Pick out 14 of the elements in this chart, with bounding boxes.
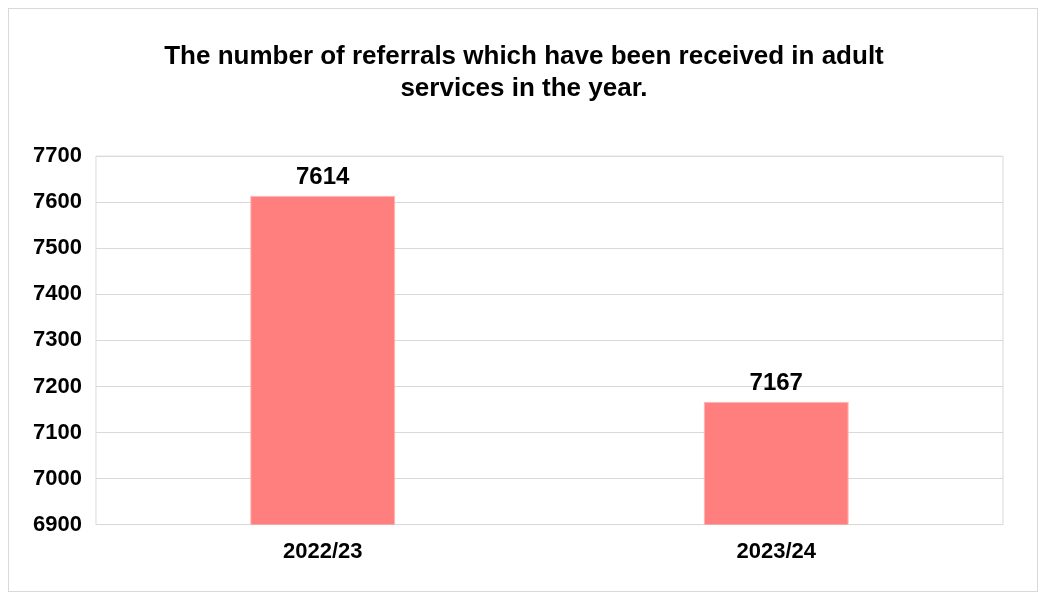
data-label: 7614 <box>296 162 351 190</box>
x-tick-label: 2023/24 <box>736 537 817 563</box>
y-tick-label: 7700 <box>32 142 82 168</box>
chart-title: The number of referrals which have been received in adult services in the year. <box>163 39 885 103</box>
y-tick-label: 6900 <box>32 510 82 536</box>
y-tick-label: 7400 <box>32 280 82 306</box>
y-tick-label: 7100 <box>32 418 82 444</box>
data-label: 7167 <box>749 368 803 396</box>
y-tick-label: 7300 <box>32 326 82 352</box>
y-tick-label: 7600 <box>32 188 82 214</box>
y-tick-label: 7200 <box>32 372 82 398</box>
y-tick-label: 7500 <box>32 234 82 260</box>
x-tick-label: 2022/23 <box>282 537 363 563</box>
y-tick-label: 7000 <box>32 464 82 490</box>
